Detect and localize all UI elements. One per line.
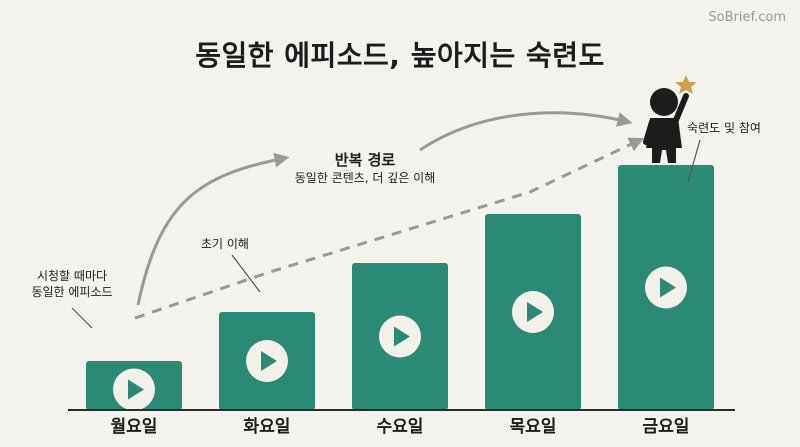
- growth-trend-arrow: [134, 137, 645, 320]
- repetition-path-arrow-2: [419, 111, 633, 152]
- repetition-path-arrow: [136, 152, 290, 306]
- child-silhouette-icon: [643, 88, 689, 163]
- star-icon: [675, 75, 697, 94]
- day-label-2: 화요일: [243, 417, 291, 437]
- annotation-start-line2: 동일한 에피소드: [31, 285, 113, 300]
- play-triangle: [261, 351, 277, 371]
- annotation-path-title: 반복 경로: [334, 151, 396, 169]
- leader-top: [687, 139, 701, 183]
- day-label-4: 목요일: [509, 417, 557, 437]
- day-label-5: 금요일: [642, 417, 690, 437]
- annotation-path: 반복 경로 동일한 콘텐츠, 더 깊은 이해: [270, 150, 460, 186]
- play-triangle: [128, 379, 144, 400]
- leader-early: [231, 254, 261, 293]
- play-triangle: [660, 277, 676, 298]
- annotation-start: 시청할 때마다 동일한 에피소드: [16, 268, 128, 300]
- brand-watermark: SoBrief.com: [708, 10, 786, 25]
- day-label-1: 월요일: [110, 417, 158, 437]
- page-title: 동일한 에피소드, 높아지는 숙련도: [195, 39, 605, 72]
- play-triangle: [527, 302, 543, 322]
- leader-start: [71, 307, 93, 329]
- play-triangle: [394, 326, 410, 347]
- day-label-3: 수요일: [376, 417, 424, 437]
- annotation-top: 숙련도 및 참여: [687, 121, 761, 135]
- annotation-path-sub: 동일한 콘텐츠, 더 깊은 이해: [294, 171, 436, 186]
- annotation-early: 초기 이해: [201, 237, 249, 251]
- annotation-start-line1: 시청할 때마다: [36, 269, 108, 283]
